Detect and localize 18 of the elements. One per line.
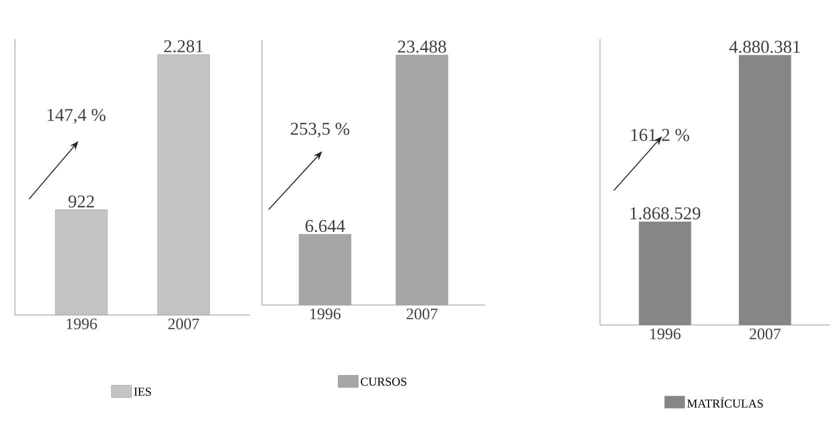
x-tick-label: 1996 [310, 308, 341, 320]
annotation: 147,4 % [48, 108, 106, 124]
annotation: 253,5 % [290, 122, 350, 138]
data-label: 6.644 [306, 220, 345, 232]
data-label: 23.488 [398, 40, 446, 53]
x-tick-label: 1996 [66, 318, 97, 330]
data-label: 2.281 [164, 40, 203, 52]
x-tick-label: 1996 [650, 328, 681, 340]
data-label: 4.880.381 [729, 40, 800, 53]
annotation: 161,2 % [631, 128, 690, 144]
x-tick-label: 2007 [406, 308, 438, 320]
data-label: 1.868.529 [630, 207, 700, 220]
legend-label: IES [134, 388, 151, 396]
legend-label: CURSOS [360, 378, 406, 386]
x-tick-label: 2007 [168, 318, 200, 330]
data-label: 922 [68, 195, 94, 208]
legend-label: MATRÍCULAS [687, 397, 763, 408]
x-tick-label: 2007 [750, 328, 781, 340]
